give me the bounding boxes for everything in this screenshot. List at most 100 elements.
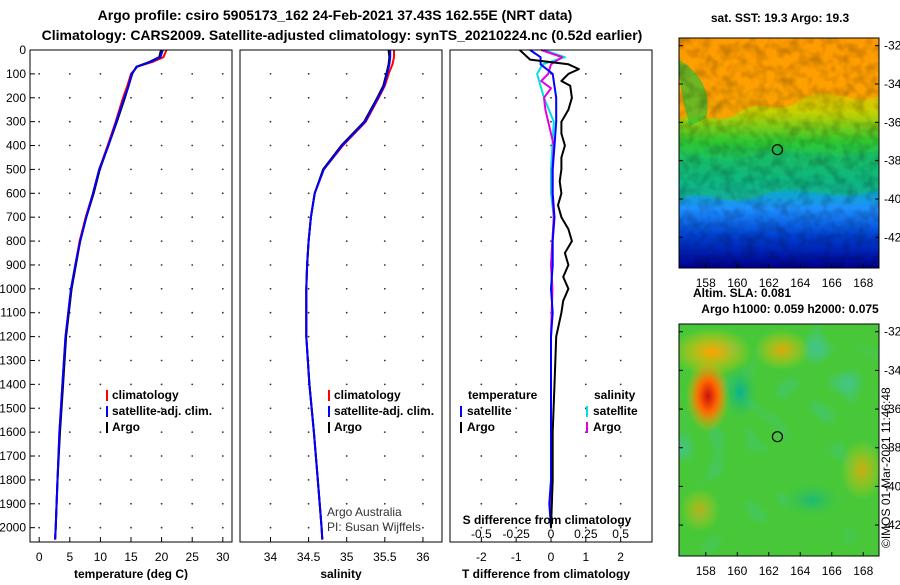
grid-dot [584, 311, 587, 314]
grid-dot [515, 120, 518, 123]
grid-dot [515, 431, 518, 433]
grid-dot [99, 335, 102, 338]
grid-dot [422, 359, 424, 362]
grid-dot [160, 287, 163, 290]
grid-dot [584, 144, 587, 147]
grid-dot [38, 359, 41, 362]
grid-dot [191, 96, 194, 99]
grid-dot [221, 311, 224, 314]
grid-dot [99, 311, 102, 314]
temperature-xlabel: temperature (deg C) [74, 567, 188, 580]
grid-dot [130, 144, 132, 147]
grid-dot [515, 287, 518, 290]
grid-dot [515, 264, 518, 266]
grid-dot [160, 502, 163, 505]
grid-dot [619, 359, 622, 362]
sla-profile-location-marker [771, 431, 784, 443]
grid-dot [584, 216, 587, 219]
temperature-legend: climatology satellite-adj. clim. Argo [106, 388, 212, 434]
grid-dot [515, 144, 518, 147]
grid-dot [584, 96, 587, 99]
grid-dot [422, 407, 424, 410]
grid-dot [38, 216, 41, 219]
y-tick-label: 100 [6, 67, 26, 81]
lat-tick-label: -36 [884, 115, 900, 129]
grid-dot [130, 479, 132, 481]
grid-dot [383, 502, 386, 505]
grid-dot [307, 287, 310, 290]
lon-tick-label: 168 [853, 276, 873, 290]
grid-dot [515, 216, 518, 219]
grid-dot [307, 502, 310, 505]
sla-map: Argo h1000: 0.059 h2000: 0.075 -32 -34 -36… [678, 302, 900, 578]
x-tick-label: -2 [476, 550, 487, 564]
grid-dot [584, 120, 587, 123]
grid-dot [130, 335, 132, 338]
grid-dot [584, 335, 587, 338]
temperature-panel: 0100200300400500600700800900100011001200… [0, 43, 233, 581]
grid-dot [38, 192, 41, 195]
grid-dot [584, 526, 587, 529]
grid-dot [619, 287, 622, 290]
salinity-axes-frame [239, 49, 443, 543]
y-tick-label: 400 [6, 139, 26, 153]
grid-dot [515, 455, 518, 457]
grid-dot [221, 120, 224, 123]
grid-dot [99, 264, 102, 266]
grid-dot [68, 144, 71, 147]
lat-tick-label: -38 [884, 441, 900, 455]
grid-dot [345, 73, 348, 75]
lat-tick-label: -32 [884, 39, 900, 53]
grid-dot [38, 311, 41, 314]
grid-dot [38, 287, 41, 290]
lat-tick-label: -32 [884, 325, 900, 339]
grid-dot [307, 168, 310, 171]
grid-dot [307, 96, 310, 99]
grid-dot [550, 120, 552, 123]
grid-dot [383, 431, 386, 433]
y-tick-label: 1100 [0, 306, 26, 320]
lon-tick-label: 158 [696, 564, 716, 578]
grid-dot [99, 192, 102, 195]
salinity-climatology-line [305, 50, 395, 540]
y-tick-label: 1500 [0, 401, 26, 415]
grid-dot [221, 407, 224, 410]
header-line-1: Argo profile: csiro 5905173_162 24-Feb-2… [98, 7, 573, 23]
grid-dot [160, 192, 163, 195]
grid-dot [38, 479, 41, 481]
header-line-2: Climatology: CARS2009. Satellite-adjuste… [42, 27, 643, 43]
y-tick-label: 300 [6, 115, 26, 129]
grid-dot [619, 455, 622, 457]
grid-dot [191, 431, 194, 433]
grid-dot [221, 192, 224, 195]
x-tick-label: 34 [264, 550, 278, 564]
grid-dot [422, 96, 424, 99]
grid-dot [160, 407, 163, 410]
grid-dot [422, 120, 424, 123]
grid-dot [422, 431, 424, 433]
grid-dot [480, 73, 483, 75]
grid-dot [130, 264, 132, 266]
grid-dot [345, 192, 348, 195]
grid-dot [383, 287, 386, 290]
difference-panel: -2 -1 0 1 2 -0.5 -0.25 0 0.25 0.5 S difference f… [449, 49, 653, 581]
grid-dot [550, 96, 552, 99]
legend-label-argo: Argo [112, 420, 140, 434]
grid-dot [38, 96, 41, 99]
x-tick-label: 34.5 [297, 550, 321, 564]
legend-mark-t-argo [460, 422, 462, 433]
grid-dot [68, 479, 71, 481]
grid-dot [38, 335, 41, 338]
grid-dot [307, 311, 310, 314]
grid-dot [99, 240, 102, 243]
grid-dot [345, 264, 348, 266]
grid-dot [160, 311, 163, 314]
grid-dot [269, 359, 272, 362]
grid-dot [383, 96, 386, 99]
grid-dot [619, 264, 622, 266]
grid-dot [480, 192, 483, 195]
grid-dot [619, 502, 622, 505]
grid-dot [269, 168, 272, 171]
y-tick-label: 600 [6, 186, 26, 200]
grid-dot [269, 455, 272, 457]
